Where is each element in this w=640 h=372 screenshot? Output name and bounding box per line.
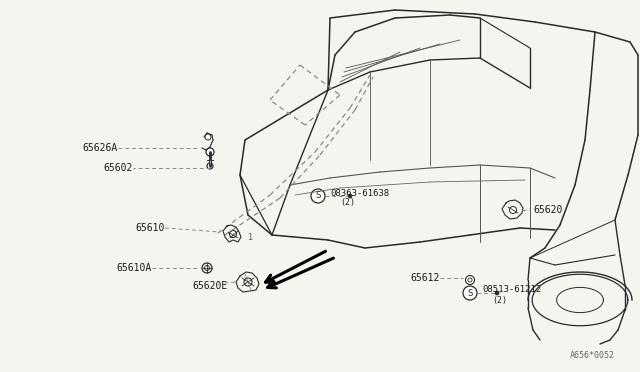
Text: (2): (2) [340, 199, 355, 208]
Text: (2): (2) [492, 295, 507, 305]
Circle shape [206, 148, 214, 156]
Circle shape [468, 278, 472, 282]
Text: 08363-61638: 08363-61638 [330, 189, 389, 198]
Text: 65610A: 65610A [116, 263, 152, 273]
Text: S: S [316, 192, 321, 201]
Circle shape [244, 278, 252, 286]
Circle shape [207, 163, 213, 169]
Text: A656*0052: A656*0052 [570, 352, 615, 360]
Text: 1: 1 [248, 234, 253, 243]
Circle shape [509, 206, 516, 214]
Text: 65612: 65612 [411, 273, 440, 283]
Text: 65610: 65610 [136, 223, 165, 233]
Circle shape [463, 286, 477, 300]
Circle shape [495, 291, 499, 295]
Text: 08513-61212: 08513-61212 [482, 285, 541, 295]
Circle shape [465, 276, 474, 285]
Text: 65626A: 65626A [83, 143, 118, 153]
Circle shape [202, 263, 212, 273]
Text: 65620: 65620 [533, 205, 563, 215]
Circle shape [348, 194, 352, 198]
Text: 65620E: 65620E [192, 281, 227, 291]
Circle shape [205, 134, 211, 140]
Text: 65602: 65602 [104, 163, 133, 173]
Circle shape [205, 266, 209, 270]
Circle shape [230, 231, 237, 237]
Text: S: S [467, 289, 473, 298]
Circle shape [311, 189, 325, 203]
